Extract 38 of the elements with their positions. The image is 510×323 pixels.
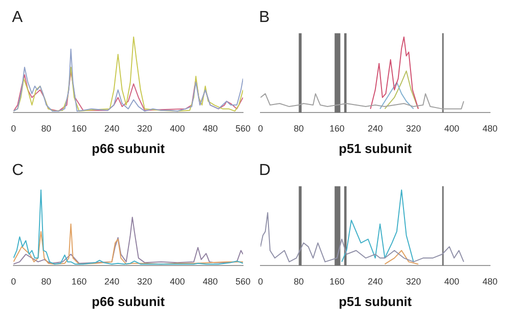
- x-tick-label: 480: [482, 276, 498, 286]
- chart-title: D: [259, 162, 271, 180]
- x-tick-label: 320: [406, 276, 422, 286]
- x-tick-label: 320: [406, 123, 422, 134]
- x-tick-label: 400: [444, 276, 460, 286]
- x-axis-title: p66 subunit: [92, 294, 166, 309]
- x-axis-title: p66 subunit: [92, 140, 166, 156]
- chart-title: C: [12, 162, 24, 180]
- x-tick-label: 80: [41, 276, 52, 286]
- x-tick-label: 400: [444, 123, 460, 134]
- chart-title: A: [12, 9, 23, 26]
- x-tick-label: 0: [10, 123, 16, 134]
- x-tick-label: 400: [170, 123, 185, 134]
- chart-title: B: [259, 9, 270, 26]
- x-tick-label: 320: [137, 123, 152, 134]
- x-tick-label: 0: [10, 276, 16, 286]
- x-tick-label: 480: [482, 123, 498, 134]
- x-tick-label: 0: [258, 123, 264, 134]
- x-tick-label: 160: [72, 276, 87, 286]
- x-tick-label: 160: [329, 276, 345, 286]
- x-axis-title: p51 subunit: [338, 294, 412, 309]
- x-tick-label: 160: [72, 123, 87, 134]
- x-axis-title: p51 subunit: [338, 140, 412, 156]
- x-tick-label: 400: [170, 276, 185, 286]
- x-tick-label: 560: [235, 123, 251, 134]
- x-tick-label: 160: [329, 123, 345, 134]
- x-tick-label: 240: [104, 123, 120, 134]
- x-tick-label: 80: [294, 276, 304, 286]
- x-tick-label: 240: [368, 123, 383, 134]
- x-tick-label: 480: [202, 276, 218, 286]
- x-tick-label: 240: [368, 276, 383, 286]
- x-tick-label: 560: [235, 276, 251, 286]
- x-tick-label: 80: [294, 123, 304, 134]
- x-tick-label: 320: [137, 276, 152, 286]
- x-tick-label: 480: [202, 123, 218, 134]
- x-tick-label: 0: [258, 276, 264, 286]
- x-tick-label: 80: [41, 123, 52, 134]
- x-tick-label: 240: [104, 276, 120, 286]
